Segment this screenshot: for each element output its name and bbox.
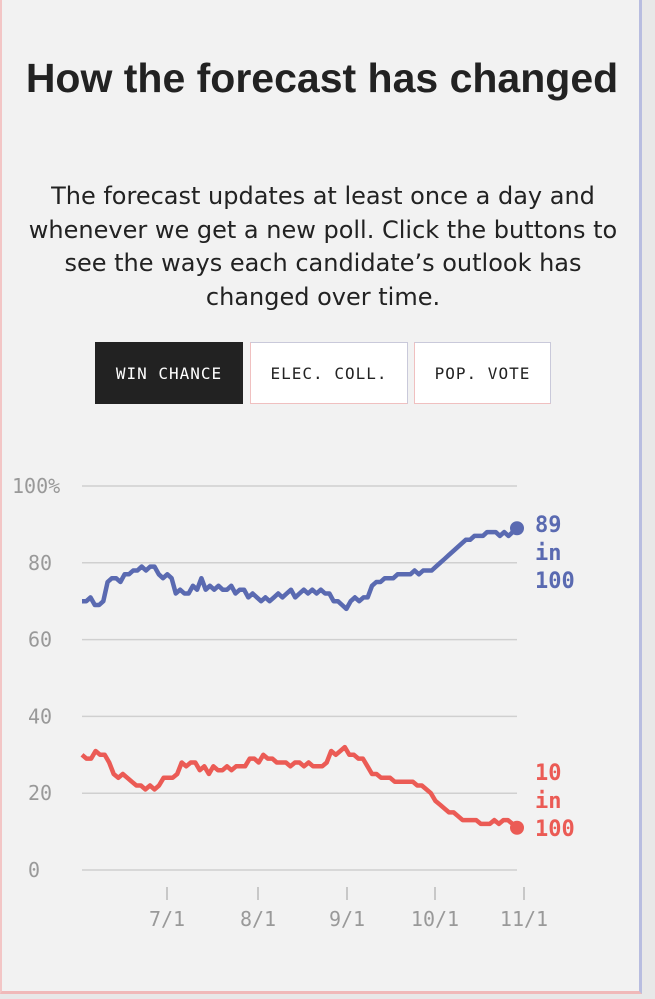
series-end-label: in <box>535 789 562 814</box>
red-end-point <box>510 820 524 835</box>
x-tick-label: 10/1 <box>411 907 459 931</box>
series-end-label: 100 <box>535 569 575 594</box>
tab-electoral-college[interactable]: ELEC. COLL. <box>250 342 408 404</box>
series-end-label: in <box>535 541 562 566</box>
y-tick-label: 80 <box>28 551 52 575</box>
red-series-line <box>80 744 519 830</box>
series-end-label: 89 <box>535 513 562 538</box>
y-tick-label: 100% <box>12 474 60 498</box>
blue-series-line <box>82 526 519 612</box>
tab-win-chance[interactable]: WIN CHANCE <box>95 342 243 404</box>
series-end-label: 100 <box>535 817 575 842</box>
y-tick-label: 40 <box>28 704 52 728</box>
chart-description: The forecast updates at least once a day… <box>28 182 618 311</box>
x-tick-label: 9/1 <box>329 907 365 931</box>
x-tick-label: 7/1 <box>149 907 185 931</box>
x-tick-label: 11/1 <box>500 907 548 931</box>
y-tick-label: 60 <box>28 628 52 652</box>
y-tick-label: 20 <box>28 781 52 805</box>
page-title: How the forecast has changed <box>25 55 619 101</box>
forecast-line-chart: 100% 80 60 40 20 0 7/1 8/1 9/1 10/1 11/1 89 in 100 10 i… <box>12 474 575 931</box>
y-tick-label: 0 <box>28 858 40 882</box>
series-end-label: 10 <box>535 761 562 786</box>
tab-popular-vote[interactable]: POP. VOTE <box>414 342 551 404</box>
blue-end-point <box>510 521 524 536</box>
x-tick-label: 8/1 <box>240 907 276 931</box>
forecast-card: How the forecast has changed The forecas… <box>0 0 642 994</box>
